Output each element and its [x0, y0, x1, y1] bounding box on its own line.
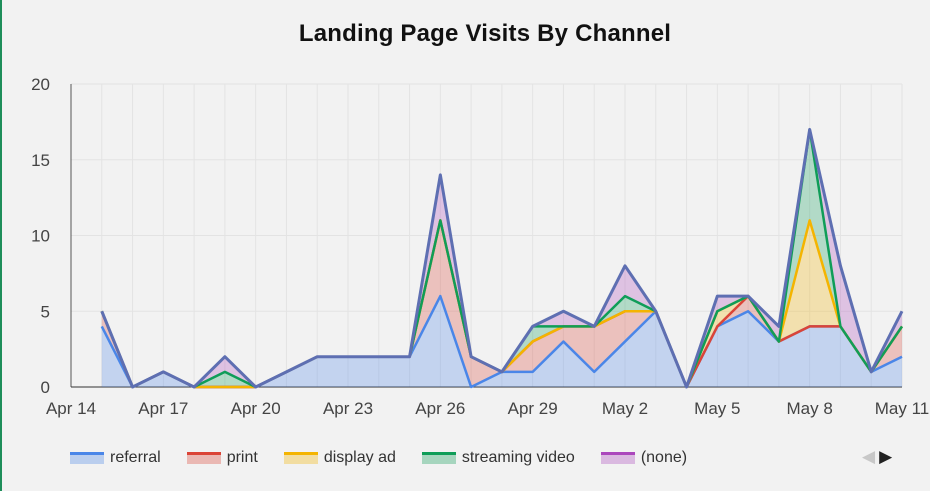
legend: referral print display ad streaming vide…	[70, 447, 713, 469]
legend-item-display-ad[interactable]: display ad	[283, 449, 396, 467]
legend-swatch-referral	[70, 452, 104, 464]
x-tick-label: May 5	[694, 399, 740, 418]
y-tick-label: 0	[41, 378, 50, 397]
x-tick-label: Apr 20	[231, 399, 281, 418]
legend-pager: ◀ ▶	[862, 448, 892, 466]
legend-next-arrow-icon[interactable]: ▶	[879, 447, 893, 466]
legend-label-streaming-video: streaming video	[461, 449, 575, 466]
chart-title: Landing Page Visits By Channel	[298, 20, 672, 47]
y-tick-label: 5	[41, 302, 50, 321]
x-tick-label: May 8	[787, 399, 833, 418]
legend-swatch-streaming-video	[421, 452, 456, 464]
y-tick-label: 10	[31, 227, 50, 246]
area-referral	[101, 296, 903, 387]
legend-item-referral[interactable]: referral	[70, 449, 161, 467]
legend-swatch-print	[186, 452, 221, 464]
legend-label-display-ad: display ad	[323, 449, 396, 466]
legend-item-print[interactable]: print	[186, 449, 258, 467]
legend-label-referral: referral	[110, 449, 161, 466]
legend-prev-arrow-icon[interactable]: ◀	[862, 447, 876, 466]
x-tick-label: Apr 29	[508, 399, 558, 418]
x-tick-label: May 11	[875, 399, 930, 418]
y-tick-label: 20	[31, 75, 50, 94]
legend-swatch-display-ad	[283, 452, 318, 464]
series-line-none	[100, 127, 904, 389]
x-tick-label: Apr 14	[46, 399, 96, 418]
left-border	[0, 0, 2, 491]
legend-item-streaming-video[interactable]: streaming video	[421, 449, 575, 467]
y-tick-label: 15	[31, 151, 50, 170]
x-tick-label: Apr 26	[415, 399, 465, 418]
legend-label-none: (none)	[640, 449, 688, 466]
legend-label-print: print	[226, 449, 258, 466]
x-tick-label: Apr 23	[323, 399, 373, 418]
x-tick-label: Apr 17	[138, 399, 188, 418]
legend-item-none[interactable]: (none)	[600, 449, 688, 467]
x-tick-label: May 2	[602, 399, 648, 418]
legend-swatch-none	[600, 452, 635, 464]
